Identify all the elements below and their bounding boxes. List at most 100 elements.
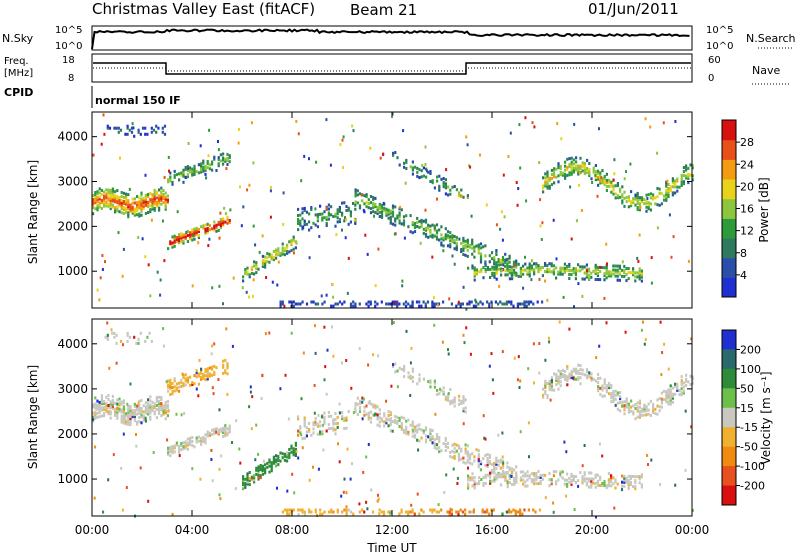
velocity-echo-cell — [464, 443, 467, 447]
velocity-echo-cell — [588, 479, 591, 483]
power-noise-cell — [634, 194, 637, 198]
power-echo-cell — [638, 269, 641, 273]
velocity-echo-cell — [471, 472, 474, 476]
power-echo-cell — [325, 224, 328, 227]
velocity-echo-cell — [171, 445, 174, 449]
velocity-echo-cell — [382, 512, 386, 516]
velocity-echo-cell — [515, 465, 518, 469]
power-echo-cell — [352, 304, 355, 308]
power-echo-cell — [548, 186, 551, 190]
velocity-echo-cell — [658, 409, 661, 413]
power-noise-cell — [271, 280, 274, 284]
power-echo-cell — [471, 252, 474, 256]
velocity-echo-cell — [656, 412, 659, 416]
power-echo-cell — [493, 260, 496, 264]
velocity-echo-cell — [195, 369, 198, 373]
power-echo-cell — [96, 190, 99, 194]
velocity-noise-cell — [284, 373, 287, 377]
power-echo-cell — [603, 266, 606, 270]
velocity-echo-cell — [522, 474, 525, 478]
velocity-echo-cell — [605, 484, 608, 488]
velocity-echo-cell — [144, 407, 147, 411]
power-echo-cell — [193, 170, 196, 174]
power-echo-cell — [292, 235, 295, 239]
velocity-echo-cell — [264, 463, 267, 467]
velocity-echo-cell — [462, 407, 465, 411]
power-noise-cell — [581, 294, 584, 298]
velocity-echo-cell — [301, 437, 304, 441]
power-echo-cell — [585, 271, 588, 275]
velocity-echo-cell — [404, 510, 408, 514]
velocity-echo-cell — [614, 478, 617, 482]
power-noise-cell — [252, 161, 255, 165]
velocity-noise-cell — [279, 387, 282, 391]
power-echo-cell — [413, 222, 417, 225]
power-echo-cell — [261, 254, 264, 258]
power-echo-cell — [442, 181, 445, 185]
power-noise-cell — [117, 231, 120, 235]
velocity-echo-cell — [345, 510, 348, 514]
power-noise-cell — [199, 144, 202, 148]
power-echo-cell — [614, 274, 617, 278]
power-echo-cell — [530, 300, 533, 304]
velocity-echo-cell — [222, 371, 225, 375]
velocity-echo-cell — [279, 459, 282, 463]
velocity-echo-cell — [469, 478, 472, 482]
power-echo-cell — [250, 271, 253, 275]
power-echo-cell — [164, 191, 167, 195]
power-echo-cell — [437, 302, 441, 306]
velocity-echo-cell — [464, 449, 467, 453]
power-echo-cell — [610, 180, 613, 184]
power-echo-cell — [109, 201, 112, 204]
power-noise-cell — [457, 300, 460, 304]
power-echo-cell — [147, 200, 150, 204]
velocity-echo-cell — [590, 485, 593, 489]
power-echo-cell — [477, 245, 480, 249]
power-echo-cell — [676, 185, 679, 189]
velocity-echo-cell — [627, 487, 630, 490]
velocity-echo-cell — [129, 413, 132, 417]
velocity-echo-cell — [656, 404, 659, 408]
power-echo-cell — [358, 206, 362, 210]
velocity-echo-cell — [671, 386, 674, 390]
power-echo-cell — [327, 211, 330, 215]
power-echo-cell — [528, 264, 531, 268]
power-echo-cell — [480, 268, 483, 272]
power-echo-cell — [473, 268, 476, 272]
velocity-echo-cell — [405, 425, 408, 429]
power-echo-cell — [455, 304, 458, 308]
velocity-echo-cell — [422, 431, 425, 435]
velocity-echo-cell — [186, 378, 189, 382]
power-echo-cell — [354, 188, 357, 192]
power-noise-cell — [598, 127, 600, 131]
velocity-echo-cell — [264, 467, 267, 471]
velocity-echo-cell — [332, 426, 335, 430]
velocity-echo-cell — [473, 455, 476, 459]
velocity-echo-cell — [555, 372, 558, 376]
velocity-echo-cell — [118, 397, 121, 401]
power-noise-cell — [351, 124, 354, 128]
power-echo-cell — [442, 300, 445, 304]
velocity-noise-cell — [396, 385, 399, 389]
velocity-echo-cell — [200, 371, 203, 375]
velocity-echo-cell — [129, 404, 132, 408]
power-echo-cell — [603, 272, 606, 276]
velocity-echo-cell — [506, 485, 509, 489]
power-echo-cell — [166, 194, 169, 198]
velocity-echo-cell — [327, 411, 330, 414]
velocity-noise-cell — [126, 402, 129, 406]
velocity-echo-cell — [403, 365, 406, 368]
velocity-noise-cell — [367, 443, 370, 446]
velocity-echo-cell — [149, 411, 152, 415]
velocity-noise-cell — [239, 461, 242, 465]
velocity-echo-cell — [451, 401, 454, 405]
power-echo-cell — [103, 190, 106, 194]
velocity-noise-cell — [565, 494, 568, 498]
velocity-echo-cell — [665, 400, 668, 404]
power-noise-cell — [621, 260, 624, 264]
velocity-echo-cell — [127, 408, 130, 412]
velocity-echo-cell — [416, 438, 419, 442]
power-noise-cell — [254, 243, 257, 247]
velocity-echo-cell — [682, 389, 685, 393]
